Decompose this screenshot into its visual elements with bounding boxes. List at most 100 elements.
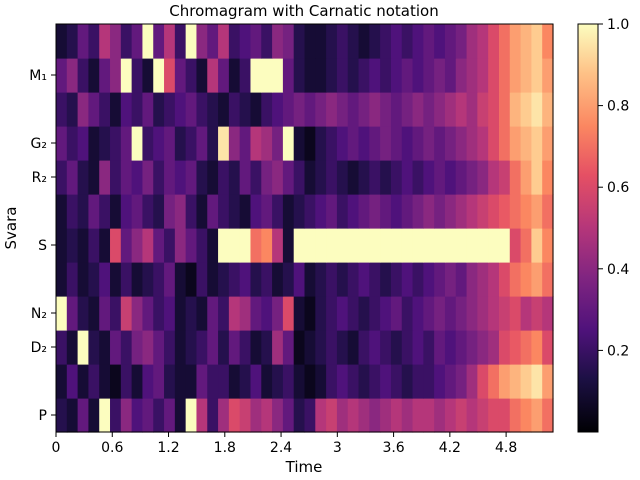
heatmap-cell xyxy=(455,92,468,127)
heatmap-cell xyxy=(153,24,165,59)
heatmap-cell xyxy=(196,126,208,161)
y-tick-label: N₂ xyxy=(31,306,47,322)
heatmap-cell xyxy=(185,262,198,297)
y-tick-label: M₁ xyxy=(29,68,47,84)
heatmap-cell xyxy=(250,24,262,59)
heatmap-cell xyxy=(304,398,316,433)
heatmap-cell xyxy=(498,228,511,263)
heatmap-cell xyxy=(174,330,187,365)
heatmap-cell xyxy=(542,194,554,229)
y-tick-label: P xyxy=(39,408,47,424)
heatmap-cell xyxy=(66,330,79,365)
heatmap-cell xyxy=(196,330,208,365)
heatmap-cell xyxy=(423,58,435,93)
x-tick-label: 4.2 xyxy=(439,440,461,456)
heatmap-cell xyxy=(369,398,381,433)
heatmap-cell xyxy=(239,330,252,365)
heatmap-cell xyxy=(228,92,241,127)
heatmap-cell xyxy=(466,92,478,127)
heatmap-cell xyxy=(66,262,79,297)
heatmap-cell xyxy=(77,160,90,195)
heatmap-cell xyxy=(326,58,338,93)
heatmap-cell xyxy=(207,58,219,93)
heatmap-cell xyxy=(401,364,414,399)
heatmap-cell xyxy=(444,296,457,331)
heatmap-cell xyxy=(542,126,554,161)
heatmap-cell xyxy=(153,364,165,399)
heatmap-cell xyxy=(293,228,306,263)
heatmap-cell xyxy=(488,262,500,297)
heatmap-cell xyxy=(196,160,208,195)
x-tick-label: 1.2 xyxy=(157,440,179,456)
heatmap-cell xyxy=(77,24,90,59)
heatmap-cell xyxy=(423,160,435,195)
heatmap-cell xyxy=(444,262,457,297)
heatmap-cell xyxy=(423,330,435,365)
heatmap-cell xyxy=(239,228,252,263)
heatmap-cell xyxy=(56,58,68,93)
heatmap-cell xyxy=(326,330,338,365)
heatmap-cell xyxy=(142,398,154,433)
heatmap-cell xyxy=(239,296,252,331)
heatmap-cell xyxy=(434,194,446,229)
heatmap-cell xyxy=(142,160,154,195)
heatmap-cell xyxy=(531,330,543,365)
heatmap-cell xyxy=(369,262,381,297)
heatmap-cell xyxy=(488,398,500,433)
heatmap-cell xyxy=(293,398,306,433)
heatmap-cell xyxy=(434,262,446,297)
heatmap-cell xyxy=(358,160,370,195)
heatmap-cell xyxy=(455,364,468,399)
heatmap-cell xyxy=(455,330,468,365)
heatmap-cell xyxy=(77,398,90,433)
heatmap-cell xyxy=(347,58,360,93)
heatmap-cell xyxy=(218,262,230,297)
heatmap-cell xyxy=(218,296,230,331)
heatmap-cell xyxy=(196,58,208,93)
heatmap-cell xyxy=(336,24,349,59)
heatmap-cell xyxy=(164,194,176,229)
heatmap-cell xyxy=(218,24,230,59)
heatmap-cell xyxy=(347,296,360,331)
heatmap-cell xyxy=(250,58,262,93)
heatmap-cell xyxy=(185,126,198,161)
heatmap-cell xyxy=(336,228,349,263)
heatmap-cell xyxy=(412,262,424,297)
heatmap-cell xyxy=(488,364,500,399)
heatmap-cell xyxy=(272,296,284,331)
heatmap-cell xyxy=(272,160,284,195)
heatmap-cell xyxy=(488,58,500,93)
heatmap-cell xyxy=(99,92,111,127)
heatmap-cell xyxy=(531,126,543,161)
heatmap-cell xyxy=(282,58,295,93)
heatmap-cell xyxy=(250,92,262,127)
heatmap-cell xyxy=(488,194,500,229)
heatmap-cell xyxy=(99,228,111,263)
heatmap-cell xyxy=(131,58,144,93)
heatmap-cell xyxy=(261,330,273,365)
heatmap-cell xyxy=(218,194,230,229)
heatmap-cell xyxy=(412,364,424,399)
heatmap-cell xyxy=(207,194,219,229)
heatmap-cell xyxy=(228,330,241,365)
heatmap-cell xyxy=(120,24,133,59)
heatmap-cell xyxy=(347,364,360,399)
heatmap-cell xyxy=(120,126,133,161)
heatmap-cell xyxy=(380,24,392,59)
heatmap-cell xyxy=(347,262,360,297)
heatmap-cell xyxy=(401,262,414,297)
heatmap-cell xyxy=(347,228,360,263)
heatmap-cell xyxy=(293,330,306,365)
heatmap-cell xyxy=(488,296,500,331)
heatmap-cell xyxy=(77,92,90,127)
heatmap-cell xyxy=(88,24,100,59)
heatmap-cell xyxy=(520,262,532,297)
heatmap-cell xyxy=(164,24,176,59)
heatmap-cell xyxy=(88,398,100,433)
heatmap-cell xyxy=(250,262,262,297)
heatmap-cell xyxy=(466,262,478,297)
heatmap-cell xyxy=(282,92,295,127)
heatmap-cell xyxy=(390,228,403,263)
heatmap-cell xyxy=(272,364,284,399)
heatmap-cell xyxy=(369,228,381,263)
